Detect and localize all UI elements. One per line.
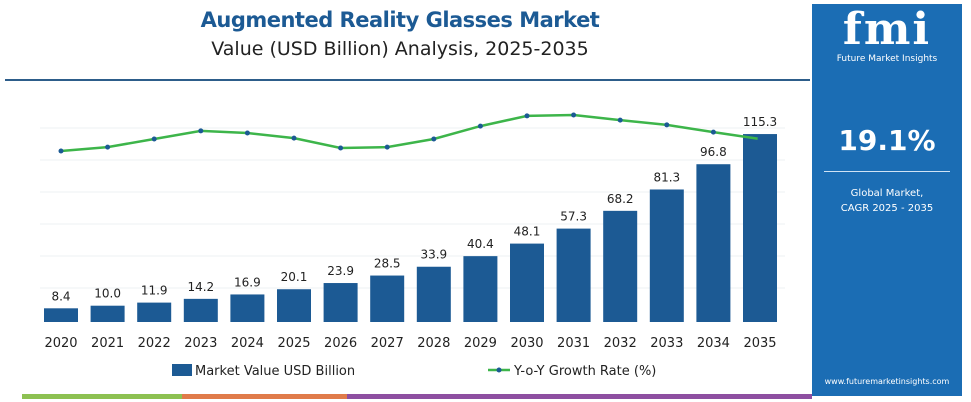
x-tick-2035: 2035: [743, 336, 776, 351]
header-divider: [5, 79, 810, 81]
x-tick-2021: 2021: [91, 336, 124, 351]
bar-label-2022: 11.9: [141, 284, 168, 298]
x-tick-2032: 2032: [604, 336, 637, 351]
bar-2021: [90, 305, 125, 322]
growth-point-2022: [151, 136, 157, 142]
growth-point-2033: [664, 122, 670, 128]
bar-2033: [649, 189, 684, 322]
bar-label-2020: 8.4: [51, 289, 70, 303]
bar-label-2027: 28.5: [374, 257, 401, 271]
growth-point-2034: [710, 129, 716, 135]
growth-point-2029: [477, 123, 483, 129]
legend-bar-label: Market Value USD Billion: [195, 364, 355, 379]
growth-point-2020: [58, 148, 64, 154]
cagr-desc-1: Global Market,: [850, 188, 924, 199]
bar-label-2025: 20.1: [281, 270, 308, 284]
bar-label-2028: 33.9: [420, 248, 447, 262]
bar-label-2031: 57.3: [560, 210, 587, 224]
legend-bar-swatch: [172, 364, 192, 376]
bar-label-2026: 23.9: [327, 264, 354, 278]
bar-2035: [743, 134, 777, 322]
chart-plot: 8.4 2020 10.0 2021 11.9 2022 14.2 2023 16.9 2024 2…: [40, 112, 785, 379]
fmi-logo: fmi: [842, 4, 932, 55]
bar-2027: [370, 275, 405, 322]
chart-title: Augmented Reality Glasses Market: [200, 8, 600, 32]
bar-label-2029: 40.4: [467, 237, 494, 251]
bar-2022: [137, 302, 172, 322]
x-tick-2028: 2028: [417, 336, 450, 351]
bar-2023: [183, 298, 218, 322]
bar-label-2021: 10.0: [94, 287, 121, 301]
bottom-bar-segment: [22, 394, 182, 399]
bar-2030: [510, 243, 544, 322]
growth-point-2032: [617, 117, 623, 123]
growth-point-2035: [757, 136, 763, 142]
cagr-desc-2: CAGR 2025 - 2035: [840, 203, 934, 214]
bar-label-2023: 14.2: [187, 280, 214, 294]
bar-2024: [230, 294, 265, 322]
bar-2032: [603, 210, 638, 322]
bar-2029: [463, 256, 498, 322]
bar-label-2024: 16.9: [234, 275, 261, 289]
x-tick-2034: 2034: [697, 336, 730, 351]
legend-line-label: Y-o-Y Growth Rate (%): [513, 364, 656, 379]
legend-line-dot: [496, 367, 502, 373]
bar-label-2034: 96.8: [700, 145, 727, 159]
x-tick-2022: 2022: [138, 336, 171, 351]
bar-label-2033: 81.3: [653, 170, 680, 184]
growth-point-2028: [431, 136, 437, 142]
growth-point-2030: [524, 113, 530, 119]
side-divider: [824, 171, 950, 172]
growth-line: [60, 113, 761, 153]
chart-subtitle: Value (USD Billion) Analysis, 2025-2035: [211, 38, 589, 60]
growth-point-2031: [571, 112, 577, 118]
bar-label-2032: 68.2: [607, 192, 634, 206]
website-url: www.futuremarketinsights.com: [824, 377, 950, 386]
bar-2028: [416, 266, 451, 322]
bar-2025: [277, 289, 311, 322]
growth-point-2026: [338, 145, 344, 151]
logo-text: Future Market Insights: [836, 54, 938, 64]
x-tick-2027: 2027: [371, 336, 404, 351]
bottom-bar-segment: [347, 394, 812, 399]
growth-point-2023: [198, 128, 204, 134]
side-panel: fmi Future Market Insights 19.1% Global …: [812, 4, 962, 396]
x-tick-2020: 2020: [44, 336, 77, 351]
x-tick-2030: 2030: [510, 336, 543, 351]
bar-2026: [323, 283, 358, 322]
x-tick-2025: 2025: [277, 336, 310, 351]
growth-point-2027: [384, 144, 390, 150]
x-tick-2023: 2023: [184, 336, 217, 351]
bar-2034: [696, 164, 731, 322]
bar-label-2035: 115.3: [743, 115, 777, 129]
growth-point-2025: [291, 135, 297, 141]
x-tick-2026: 2026: [324, 336, 357, 351]
x-tick-2031: 2031: [557, 336, 590, 351]
bar-2020: [44, 308, 78, 322]
bottom-bar-segment: [182, 394, 347, 399]
x-tick-2029: 2029: [464, 336, 497, 351]
cagr-value: 19.1%: [838, 124, 936, 157]
x-tick-2024: 2024: [231, 336, 264, 351]
growth-point-2021: [105, 144, 111, 150]
x-tick-2033: 2033: [650, 336, 683, 351]
growth-point-2024: [244, 130, 250, 136]
bottom-color-bar: [22, 394, 812, 399]
bar-2031: [556, 228, 591, 322]
bar-label-2030: 48.1: [514, 225, 541, 239]
